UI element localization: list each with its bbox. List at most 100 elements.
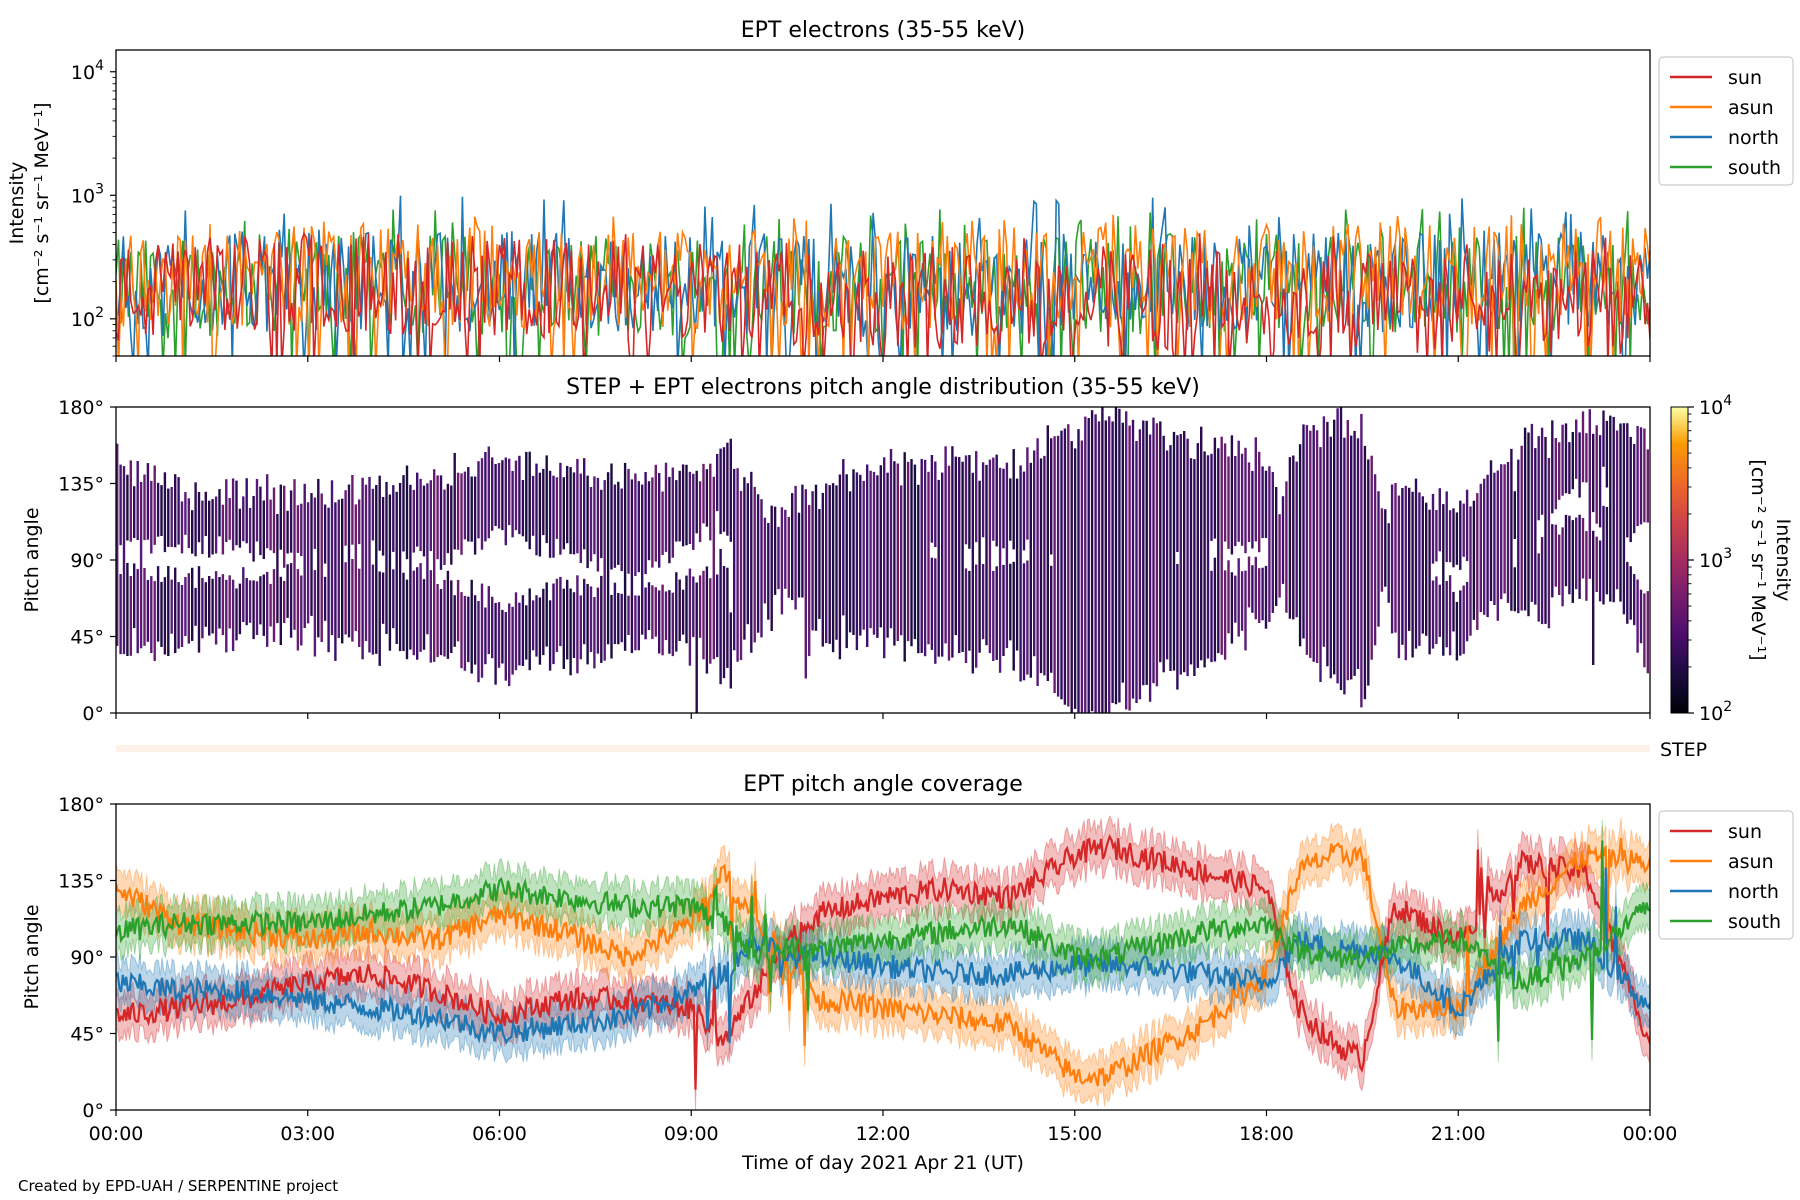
heatmap-cell <box>975 451 978 543</box>
y-tick-label: 0° <box>82 703 104 725</box>
panel3-y-axis: 0° 45° 90° 135° 180° <box>58 794 116 1122</box>
heatmap-cell <box>296 505 300 553</box>
heatmap-cell <box>988 459 992 654</box>
heatmap-cell <box>1090 410 1094 712</box>
heatmap-cell <box>1019 465 1022 682</box>
heatmap-cell <box>1520 445 1523 611</box>
heatmap-cell <box>197 492 201 543</box>
heatmap-cell <box>1077 429 1080 713</box>
x-tick-label: 06:00 <box>472 1123 527 1145</box>
heatmap-cell <box>678 579 681 641</box>
panel3-ylabel: Pitch angle <box>21 904 43 1009</box>
heatmap-cell <box>1442 504 1445 656</box>
heatmap-cell <box>1602 505 1605 605</box>
heatmap-cell <box>1394 483 1397 633</box>
colorbar <box>1670 406 1689 714</box>
panel-electron-intensity: EPT electrons (35-55 keV) 102 103 104 Inte… <box>6 18 1794 362</box>
series-line-sun <box>116 231 1650 356</box>
heatmap-cell <box>463 471 467 540</box>
heatmap-cell <box>600 489 603 559</box>
heatmap-cell <box>269 583 272 627</box>
heatmap-cell <box>702 463 705 524</box>
heatmap-cell <box>156 566 160 642</box>
heatmap-cell <box>1517 459 1520 614</box>
heatmap-cell <box>1455 601 1459 661</box>
heatmap-cell <box>153 581 156 661</box>
heatmap-cell <box>1333 419 1336 675</box>
heatmap-cell <box>1203 451 1206 668</box>
heatmap-cell <box>1363 445 1367 700</box>
heatmap-cell <box>1496 470 1499 621</box>
heatmap-cell <box>719 548 722 685</box>
heatmap-cell <box>671 467 674 558</box>
coverage-band-asun <box>116 817 1650 1107</box>
heatmap-cell <box>692 473 695 550</box>
heatmap-cell <box>709 578 712 664</box>
heatmap-cell <box>1483 478 1486 615</box>
heatmap-cell <box>129 460 132 542</box>
heatmap-cell <box>896 463 899 641</box>
heatmap-cell <box>1135 441 1138 703</box>
heatmap-cell <box>245 578 248 626</box>
heatmap-cell <box>1084 416 1087 713</box>
heatmap-cell <box>787 517 790 598</box>
heatmap-cell <box>964 455 968 545</box>
heatmap-cell <box>208 500 211 558</box>
heatmap-cell <box>371 488 375 541</box>
heatmap-cell <box>801 484 804 598</box>
heatmap-cell <box>1639 427 1643 525</box>
heatmap-cell <box>211 499 214 555</box>
heatmap-cell <box>716 574 719 658</box>
heatmap-cell <box>685 575 688 644</box>
heatmap-cell <box>1002 468 1005 549</box>
heatmap-cell <box>320 493 323 642</box>
panel3-legend: sun asun north south <box>1658 810 1794 940</box>
heatmap-cell <box>1646 591 1649 674</box>
heatmap-cell <box>1230 435 1234 555</box>
heatmap-cell <box>402 475 405 552</box>
heatmap-cell <box>262 574 265 636</box>
heatmap-cell <box>388 494 392 651</box>
heatmap-cell <box>1251 470 1254 549</box>
heatmap-cell <box>494 602 497 685</box>
heatmap-cell <box>150 480 153 554</box>
heatmap-cell <box>1104 420 1107 713</box>
y-tick-label: 90° <box>70 550 104 572</box>
heatmap-cell <box>893 461 896 646</box>
heatmap-cell <box>433 469 436 662</box>
heatmap-cell <box>1479 483 1482 612</box>
heatmap-cell <box>133 486 136 538</box>
heatmap-cell <box>661 491 664 555</box>
heatmap-cell <box>1581 411 1585 483</box>
x-tick-label: 00:00 <box>1623 1123 1678 1145</box>
heatmap-cell <box>450 580 453 653</box>
heatmap-cell <box>1292 455 1295 620</box>
heatmap-cell <box>600 575 603 663</box>
heatmap-cell <box>375 485 378 654</box>
heatmap-cell <box>409 484 412 650</box>
heatmap-cell <box>1411 491 1414 658</box>
heatmap-cell <box>729 438 732 542</box>
heatmap-cell <box>392 569 395 629</box>
heatmap-cell <box>395 491 398 644</box>
heatmap-cell <box>814 484 818 631</box>
heatmap-cell <box>1033 450 1036 657</box>
heatmap-cell <box>269 499 272 551</box>
heatmap-cell <box>1588 409 1591 579</box>
heatmap-cell <box>576 458 579 554</box>
heatmap-cell <box>559 462 562 555</box>
heatmap-cell <box>1200 426 1203 661</box>
heatmap-cell <box>1421 496 1424 634</box>
heatmap-cell <box>1547 458 1551 629</box>
heatmap-cell <box>886 472 889 638</box>
heatmap-cell <box>630 479 634 654</box>
heatmap-cell <box>889 449 893 629</box>
heatmap-cell <box>1002 564 1005 656</box>
heatmap-cell <box>777 526 780 590</box>
heatmap-cell <box>572 472 576 555</box>
heatmap-cell <box>501 609 504 664</box>
heatmap-cell <box>1401 488 1404 645</box>
heatmap-cell <box>204 491 207 536</box>
heatmap-cell <box>1619 423 1622 602</box>
heatmap-cell <box>238 583 242 635</box>
